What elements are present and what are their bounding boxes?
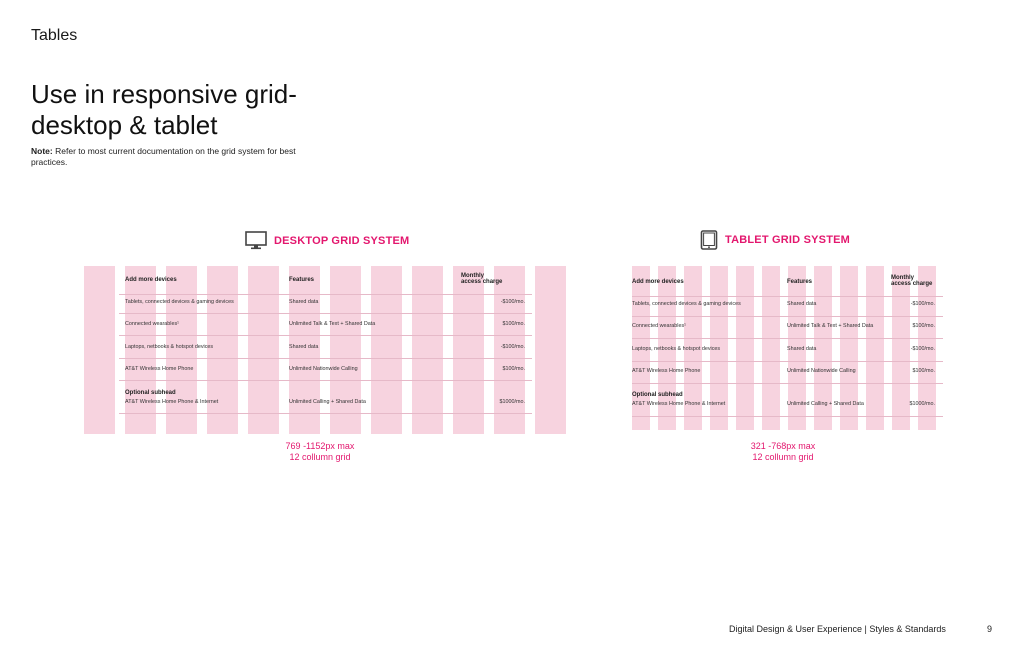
row-charge: $1000/mo.: [909, 401, 935, 407]
grid-column: [371, 266, 402, 434]
grid-column: [330, 266, 361, 434]
header-features: Features: [787, 279, 813, 285]
row-features: Shared data: [787, 346, 817, 352]
row-device: AT&T Wireless Home Phone & Internet: [632, 401, 726, 407]
table-row-divider: [632, 361, 943, 362]
row-charge: -$100/mo.: [500, 344, 525, 350]
desktop-grid-title: DESKTOP GRID SYSTEM: [245, 231, 409, 250]
note-label: Note:: [31, 146, 53, 156]
row-device: AT&T Wireless Home Phone: [125, 366, 194, 372]
row-features: Unlimited Talk & Text + Shared Data: [787, 323, 874, 329]
table-row-divider: [632, 383, 943, 384]
grid-column: [918, 266, 936, 430]
header-divider: [632, 296, 943, 297]
tablet-icon: [700, 230, 718, 250]
row-features: Shared data: [787, 301, 817, 307]
row-features: Shared data: [289, 344, 319, 350]
row-features: Unlimited Calling + Shared Data: [289, 399, 366, 405]
row-device: Tablets, connected devices & gaming devi…: [632, 301, 741, 307]
row-charge: $100/mo.: [502, 366, 525, 372]
row-device: AT&T Wireless Home Phone: [632, 368, 701, 374]
grid-column: [658, 266, 676, 430]
desktop-caption-columns: 12 collumn grid: [289, 452, 351, 462]
header-charge-line1: Monthly: [891, 275, 914, 281]
page-number: 9: [987, 624, 993, 634]
grid-column: [814, 266, 832, 430]
note: Note: Refer to most current documentatio…: [31, 146, 321, 168]
footer-text: Digital Design & User Experience | Style…: [729, 624, 946, 634]
tablet-caption: 321 -768px max 12 collumn grid: [703, 441, 863, 463]
note-text: Refer to most current documentation on t…: [31, 146, 296, 167]
row-charge: -$100/mo.: [500, 299, 525, 305]
table-row-divider: [632, 416, 943, 417]
grid-column: [788, 266, 806, 430]
row-charge: -$100/mo.: [910, 346, 935, 352]
grid-column: [762, 266, 780, 430]
desktop-caption: 769 -1152px max 12 collumn grid: [240, 441, 400, 463]
desktop-grid-label: DESKTOP GRID SYSTEM: [274, 234, 410, 247]
grid-column: [84, 266, 115, 434]
grid-column: [736, 266, 754, 430]
row-charge: $100/mo.: [502, 321, 525, 327]
header-charge-line1: Monthly: [461, 273, 484, 279]
row-charge: $100/mo.: [912, 368, 935, 374]
table-row-divider: [119, 358, 532, 359]
title-line-1: Use in responsive grid-: [31, 79, 297, 109]
grid-column: [866, 266, 884, 430]
page-title: Use in responsive grid- desktop & tablet: [31, 79, 361, 141]
row-features: Unlimited Nationwide Calling: [289, 366, 358, 372]
grid-column: [892, 266, 910, 430]
row-features: Unlimited Talk & Text + Shared Data: [289, 321, 376, 327]
row-device: Connected wearables¹: [125, 321, 179, 327]
grid-column: [248, 266, 279, 434]
monitor-icon: [245, 231, 267, 250]
table-row-divider: [119, 380, 532, 381]
row-device: Tablets, connected devices & gaming devi…: [125, 299, 234, 305]
table-row-divider: [119, 413, 532, 414]
table-row-divider: [119, 335, 532, 336]
section-label: Tables: [31, 27, 78, 44]
grid-column: [840, 266, 858, 430]
grid-column: [684, 266, 702, 430]
row-features: Unlimited Calling + Shared Data: [787, 401, 864, 407]
tablet-caption-columns: 12 collumn grid: [752, 452, 814, 462]
grid-column: [535, 266, 566, 434]
row-subhead: Optional subhead: [632, 392, 683, 398]
row-charge: $100/mo.: [912, 323, 935, 329]
table-row-divider: [632, 338, 943, 339]
header-divider: [119, 294, 532, 295]
tablet-caption-range: 321 -768px max: [750, 441, 816, 451]
row-features: Unlimited Nationwide Calling: [787, 368, 856, 374]
header-charge-line2: access charge: [891, 281, 933, 287]
grid-column: [453, 266, 484, 434]
row-subhead: Optional subhead: [125, 390, 176, 396]
desktop-caption-range: 769 -1152px max: [285, 441, 355, 451]
row-device: Laptops, netbooks & hotspot devices: [632, 346, 721, 352]
table-row-divider: [632, 316, 943, 317]
row-features: Shared data: [289, 299, 319, 305]
table-row-divider: [119, 313, 532, 314]
tablet-grid-label: TABLET GRID SYSTEM: [725, 234, 851, 246]
header-device: Add more devices: [125, 277, 177, 283]
tablet-grid-title: TABLET GRID SYSTEM: [700, 230, 850, 250]
row-device: AT&T Wireless Home Phone & Internet: [125, 399, 219, 405]
grid-column: [710, 266, 728, 430]
row-charge: $1000/mo.: [499, 399, 525, 405]
grid-column: [632, 266, 650, 430]
tablet-grid: Add more devices Features Monthly access ch…: [632, 266, 943, 430]
title-line-2: desktop & tablet: [31, 110, 218, 140]
row-device: Connected wearables¹: [632, 323, 686, 329]
row-charge: -$100/mo.: [910, 301, 935, 307]
desktop-grid: Add more devices Features Monthly access ch…: [84, 266, 567, 434]
header-charge-line2: access charge: [461, 279, 503, 285]
row-device: Laptops, netbooks & hotspot devices: [125, 344, 214, 350]
grid-column: [412, 266, 443, 434]
header-device: Add more devices: [632, 279, 684, 285]
header-features: Features: [289, 277, 315, 283]
